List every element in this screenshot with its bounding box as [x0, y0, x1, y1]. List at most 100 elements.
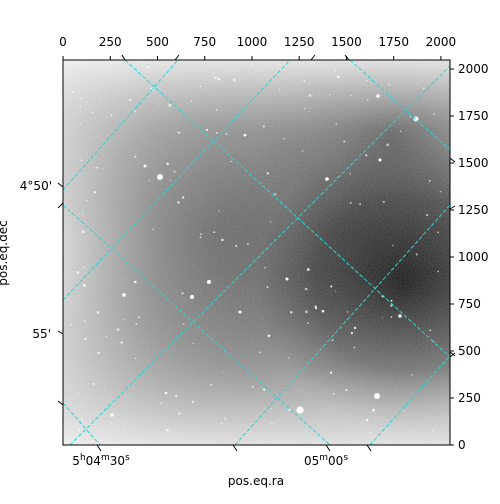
top-tick-label: 1250: [283, 35, 315, 49]
star: [267, 334, 271, 338]
star: [345, 389, 348, 391]
star: [422, 87, 425, 90]
star: [83, 283, 86, 287]
star: [296, 406, 304, 414]
star: [164, 391, 168, 395]
star: [336, 75, 340, 79]
star: [81, 213, 84, 215]
top-tick-label: 500: [146, 35, 169, 49]
top-tick-label: 0: [59, 35, 67, 49]
y-axis-label: pos.eq.dec: [0, 220, 10, 286]
wcs-tick-mark: [57, 202, 64, 209]
star: [386, 143, 390, 147]
star: [365, 418, 369, 422]
star: [262, 388, 266, 391]
star: [353, 346, 356, 349]
grid-line: [349, 60, 450, 151]
star: [175, 394, 178, 397]
star: [243, 133, 247, 137]
right-tick-label: 1500: [458, 156, 489, 171]
grid-line: [63, 60, 179, 191]
star: [382, 316, 383, 318]
star: [190, 100, 193, 102]
right-tick-label: 1000: [458, 250, 489, 264]
star: [133, 280, 137, 284]
star: [134, 357, 136, 359]
star: [266, 172, 270, 175]
star: [135, 323, 138, 325]
star: [246, 242, 249, 245]
grid-line: [63, 60, 291, 301]
star: [350, 95, 352, 97]
star: [369, 432, 372, 435]
star: [307, 111, 310, 113]
star: [207, 280, 211, 284]
star: [437, 231, 439, 234]
star: [141, 136, 143, 138]
star: [122, 293, 126, 297]
star: [271, 422, 273, 425]
top-tick-label: 250: [98, 35, 122, 49]
grid-line: [63, 402, 101, 445]
right-tick-label: 750: [458, 297, 481, 311]
star: [307, 322, 309, 324]
star: [110, 114, 113, 117]
star: [428, 179, 431, 182]
star: [270, 408, 272, 410]
star: [230, 160, 232, 163]
star: [173, 170, 176, 173]
star: [273, 193, 277, 196]
star: [80, 159, 83, 162]
star: [166, 428, 169, 432]
star: [81, 417, 83, 420]
star: [390, 299, 393, 302]
star: [80, 97, 82, 100]
star: [120, 341, 123, 344]
wcs-tick-mark: [366, 444, 372, 452]
star: [376, 94, 380, 98]
star: [365, 154, 368, 157]
star: [262, 125, 265, 128]
star: [153, 228, 155, 230]
star: [76, 271, 80, 274]
wcs-tick-mark: [57, 400, 64, 406]
star: [278, 89, 281, 91]
star: [182, 323, 185, 325]
star: [217, 77, 221, 81]
star: [349, 173, 351, 175]
top-tick-label: 1750: [378, 35, 409, 49]
top-tick-label: 1000: [236, 35, 268, 49]
star: [343, 140, 346, 143]
star: [93, 191, 97, 194]
grid-line: [69, 65, 450, 445]
star: [79, 105, 82, 108]
star: [306, 268, 310, 271]
star: [302, 150, 304, 152]
star: [225, 133, 228, 136]
star: [270, 221, 272, 223]
star: [190, 295, 194, 299]
star: [116, 328, 120, 331]
star: [335, 123, 337, 125]
star: [137, 316, 141, 319]
star: [439, 191, 442, 193]
star: [303, 108, 306, 110]
star: [431, 430, 434, 432]
sky-image: [63, 60, 450, 445]
star: [238, 310, 242, 314]
star: [199, 233, 203, 236]
star: [218, 210, 220, 212]
star: [133, 110, 136, 113]
star: [77, 393, 79, 395]
star: [96, 166, 99, 169]
star: [84, 320, 86, 322]
grid-line: [124, 60, 450, 358]
wcs-tick-mark: [121, 54, 126, 61]
star: [205, 128, 209, 132]
star: [335, 290, 337, 292]
star: [210, 383, 213, 386]
star: [128, 98, 132, 102]
star: [304, 287, 308, 291]
star: [80, 123, 82, 126]
star: [325, 177, 329, 181]
